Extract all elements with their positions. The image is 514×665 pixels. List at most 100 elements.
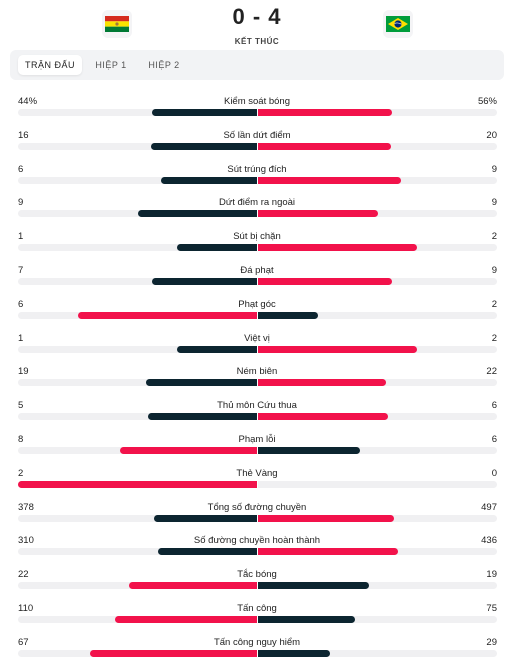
home-stat-value: 6 [18, 163, 24, 175]
home-stat-value: 9 [18, 197, 24, 209]
home-stat-bar-track [18, 615, 257, 623]
away-stat-bar-track [258, 311, 497, 319]
stat-name: Sút bị chặn [233, 231, 281, 243]
score-separator: - [252, 4, 262, 29]
stat-row: 8 Phạm lỗi 6 [0, 428, 514, 462]
home-stat-bar [177, 345, 257, 353]
stat-row: 6 Phạt góc 2 [0, 293, 514, 327]
stat-name: Phạt góc [238, 298, 276, 310]
stat-name: Tấn công nguy hiểm [213, 636, 301, 648]
stat-name: Tấn công [237, 602, 277, 614]
away-stat-bar [258, 379, 387, 387]
home-stat-bar-track [18, 514, 257, 522]
away-stat-bar [258, 109, 392, 116]
away-stat-value: 75 [486, 602, 497, 614]
home-stat-bar-track [18, 142, 257, 150]
away-stat-bar-track [258, 582, 497, 590]
home-stat-bar [77, 311, 257, 319]
away-stat-value: 56% [477, 96, 497, 107]
away-stat-bar [258, 311, 318, 319]
stat-row: 9 Dứt điểm ra ngoài 9 [0, 191, 514, 225]
home-stat-value: 8 [18, 433, 24, 445]
stat-row: 1 Việt vị 2 [0, 327, 514, 361]
away-stat-bar-track [258, 277, 497, 285]
bolivia-flag-icon [105, 16, 129, 32]
away-stat-bar-track [258, 210, 497, 218]
away-stat-bar [258, 615, 355, 623]
away-stat-bar-track [258, 109, 497, 116]
away-stat-bar-track [258, 244, 497, 252]
away-stat-bar-track [258, 142, 497, 150]
home-stat-value: 67 [18, 636, 29, 648]
stat-name: Phạm lỗi [238, 433, 276, 445]
home-stat-bar [150, 142, 257, 150]
home-stat-value: 16 [18, 129, 29, 141]
away-stat-value: 6 [491, 433, 497, 445]
away-stat-value: 6 [491, 400, 497, 412]
away-stat-bar [258, 142, 391, 150]
home-stat-bar-track [18, 277, 257, 285]
home-stat-bar-track [18, 480, 257, 488]
stat-name: Việt vị [244, 332, 270, 344]
stat-row: 378 Tổng số đường chuyền 497 [0, 496, 514, 530]
home-stat-bar-track [18, 582, 257, 590]
stat-name: Tổng số đường chuyền [207, 501, 307, 513]
stat-name: Số lần dứt điểm [223, 129, 291, 141]
stat-row: 110 Tấn công 75 [0, 597, 514, 631]
away-stat-value: 19 [486, 569, 497, 581]
home-stat-bar [120, 446, 257, 454]
home-stat-bar [128, 582, 257, 590]
home-stat-bar-track [18, 345, 257, 353]
tab-first-half[interactable]: HIỆP 1 [95, 60, 127, 70]
stat-row: 2 Thẻ Vàng 0 [0, 462, 514, 496]
brazil-flag-icon [386, 16, 410, 32]
away-stat-bar-track [258, 413, 497, 421]
home-stat-bar [148, 413, 257, 421]
stats-list: 44% Kiểm soát bóng 56% 16 Số lần dứt điểm 20 6… [0, 90, 514, 665]
stat-name: Kiểm soát bóng [223, 96, 290, 107]
stat-name: Tắc bóng [237, 569, 277, 581]
home-stat-value: 22 [18, 569, 29, 581]
home-stat-value: 5 [18, 400, 24, 412]
away-stat-value: 20 [486, 129, 497, 141]
tab-full-match[interactable]: TRẬN ĐẤU [18, 55, 82, 75]
stat-name: Dứt điểm ra ngoài [218, 197, 296, 209]
home-team-flag[interactable] [102, 10, 132, 38]
stat-row: 5 Thủ môn Cứu thua 6 [0, 394, 514, 428]
away-stat-bar-track [258, 176, 497, 184]
away-stat-bar [258, 649, 331, 657]
away-score: 4 [268, 4, 282, 29]
match-status: KẾT THÚC [234, 37, 280, 46]
home-stat-value: 19 [18, 366, 29, 378]
away-stat-bar [258, 176, 402, 184]
away-stat-value: 436 [481, 535, 497, 547]
home-stat-value: 1 [18, 231, 24, 243]
home-stat-bar [18, 480, 257, 488]
home-stat-bar [157, 548, 257, 556]
stat-name: Thủ môn Cứu thua [217, 400, 297, 412]
stat-name: Ném biên [236, 366, 278, 378]
away-stat-value: 9 [491, 197, 497, 209]
home-stat-bar [161, 176, 257, 184]
away-stat-bar [258, 514, 394, 522]
home-stat-value: 378 [18, 501, 34, 513]
away-stat-bar [258, 345, 418, 353]
home-stat-bar [137, 210, 257, 218]
home-stat-bar [146, 379, 257, 387]
stat-name: Sút trúng đích [227, 163, 287, 175]
away-stat-bar-track [258, 514, 497, 522]
home-stat-bar [114, 615, 257, 623]
home-stat-value: 7 [18, 264, 24, 276]
away-stat-bar [258, 582, 369, 590]
home-stat-bar [153, 514, 257, 522]
away-stat-bar [258, 244, 418, 252]
home-stat-bar [177, 244, 257, 252]
stat-row: 1 Sút bị chặn 2 [0, 225, 514, 259]
stat-row: 67 Tấn công nguy hiểm 29 [0, 631, 514, 665]
away-stat-value: 2 [491, 231, 497, 243]
stat-name: Số đường chuyền hoàn thành [193, 535, 321, 547]
home-stat-value: 2 [18, 467, 24, 479]
tab-second-half[interactable]: HIỆP 2 [148, 60, 180, 70]
away-team-flag[interactable] [383, 10, 413, 38]
away-stat-bar [258, 548, 398, 556]
